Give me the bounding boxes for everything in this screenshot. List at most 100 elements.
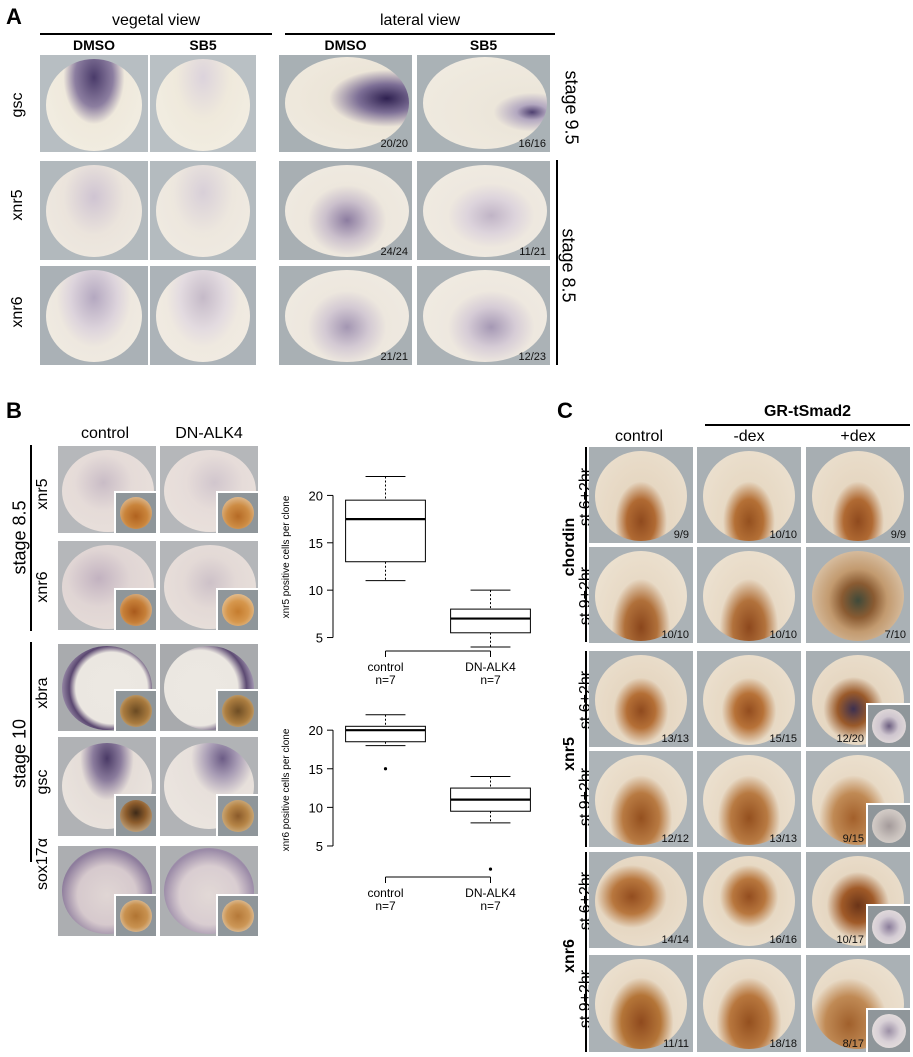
stage-10-bracket — [30, 642, 32, 862]
lateral-view-header: lateral view — [379, 12, 461, 29]
x-category-n: n=7 — [480, 899, 501, 913]
y-tick-label: 10 — [309, 583, 323, 598]
x-category-label: DN-ALK4 — [465, 660, 516, 674]
embryo-image — [160, 846, 258, 936]
inset-image — [114, 491, 156, 533]
vegetal-view-header: vegetal view — [111, 12, 201, 29]
box-iqr — [345, 499, 426, 563]
embryo-image — [160, 644, 258, 731]
stage-label-8-5: stage 8.5 — [558, 228, 579, 303]
embryo-image: 9/9 — [589, 447, 693, 543]
xnr6-bracket — [585, 852, 587, 1052]
inset-image — [114, 794, 156, 836]
x-category-label: control — [367, 660, 403, 674]
count-label: 11/21 — [519, 246, 546, 258]
embryo-image: 12/12 — [589, 751, 693, 847]
embryo-image: 16/16 — [417, 55, 550, 152]
row-label-xbra: xbra — [34, 677, 51, 709]
row-label-gsc: gsc — [34, 769, 51, 795]
count-label: 12/23 — [518, 351, 546, 363]
inset-image — [866, 803, 910, 847]
row-label-xnr5: xnr5 — [34, 478, 51, 510]
count-label: 13/13 — [769, 833, 797, 845]
count-label: 10/10 — [661, 629, 689, 641]
embryo-image: 13/13 — [589, 651, 693, 747]
chordin-bracket — [585, 447, 587, 642]
vegetal-view-rule — [40, 33, 272, 35]
row-label-xnr6: xnr6 — [9, 296, 26, 328]
count-label: 16/16 — [518, 138, 546, 150]
y-tick-label: 5 — [316, 631, 323, 646]
x-category-label: control — [367, 886, 403, 900]
embryo-image — [58, 541, 156, 630]
inset-image — [114, 894, 156, 936]
y-tick-label: 20 — [309, 488, 323, 503]
count-label: 15/15 — [769, 733, 797, 745]
stage-label-8-5: stage 8.5 — [9, 500, 30, 575]
inset-image — [216, 689, 258, 731]
embryo-image — [58, 644, 156, 731]
embryo-image: 7/10 — [806, 547, 910, 643]
embryo-image — [160, 737, 258, 836]
count-label: 24/24 — [380, 246, 408, 258]
count-label: 11/11 — [663, 1038, 689, 1050]
count-label: 10/10 — [769, 629, 797, 641]
panel-b-letter: B — [6, 398, 22, 423]
count-label: 9/15 — [842, 833, 864, 845]
inset-image — [216, 588, 258, 630]
stage-label-9-5: stage 9.5 — [561, 70, 582, 145]
embryo-image: 11/21 — [417, 161, 550, 260]
embryo-image: 10/10 — [697, 547, 801, 643]
outlier-point — [383, 767, 388, 771]
embryo-image: 10/10 — [589, 547, 693, 643]
xnr5-bracket — [585, 651, 587, 847]
x-category-n: n=7 — [480, 673, 501, 687]
count-label: 7/10 — [884, 629, 906, 641]
embryo-image — [160, 541, 258, 630]
embryo-image: 14/14 — [589, 852, 693, 948]
panel-a-letter: A — [6, 4, 22, 29]
box-iqr — [450, 608, 531, 634]
embryo-image: 15/15 — [697, 651, 801, 747]
count-label: 10/17 — [836, 934, 864, 946]
embryo-image — [150, 266, 256, 365]
inset-image — [866, 904, 910, 948]
embryo-image: 18/18 — [697, 955, 801, 1052]
embryo-image: 13/13 — [697, 751, 801, 847]
col-header-sb5: SB5 — [189, 37, 217, 53]
panel-c-letter: C — [557, 398, 573, 423]
embryo-image — [150, 161, 256, 260]
embryo-image — [150, 55, 256, 152]
row-label-gsc: gsc — [9, 92, 26, 118]
inset-image — [114, 588, 156, 630]
gr-tsmad2-rule — [705, 424, 910, 426]
stage-label-10: stage 10 — [9, 718, 30, 789]
y-axis-title: xnr6 positive cells per clone — [281, 728, 292, 851]
count-label: 16/16 — [769, 934, 797, 946]
col-header-dn-alk4: DN-ALK4 — [175, 425, 243, 442]
x-category-n: n=7 — [375, 673, 396, 687]
count-label: 20/20 — [380, 138, 408, 150]
lateral-view-rule — [285, 33, 555, 35]
count-label: 14/14 — [661, 934, 689, 946]
embryo-image: 21/21 — [279, 266, 412, 365]
stage-8-5-bracket — [556, 160, 558, 365]
embryo-image — [40, 266, 148, 365]
embryo-image: 12/23 — [417, 266, 550, 365]
embryo-image: 10/10 — [697, 447, 801, 543]
x-category-label: DN-ALK4 — [465, 886, 516, 900]
col-header-dmso: DMSO — [324, 37, 367, 53]
y-tick-label: 15 — [309, 536, 323, 551]
embryo-image — [58, 446, 156, 533]
count-label: 8/17 — [842, 1038, 864, 1050]
col-header-minus-dex: -dex — [733, 428, 765, 445]
embryo-image: 9/9 — [806, 447, 910, 543]
count-label: 13/13 — [661, 733, 689, 745]
embryo-image — [58, 737, 156, 836]
embryo-image: 16/16 — [697, 852, 801, 948]
col-header-plus-dex: +dex — [840, 428, 876, 445]
count-label: 12/12 — [661, 833, 689, 845]
embryo-image: 20/20 — [279, 55, 412, 152]
count-label: 9/9 — [673, 529, 689, 541]
count-label: 21/21 — [380, 351, 408, 363]
